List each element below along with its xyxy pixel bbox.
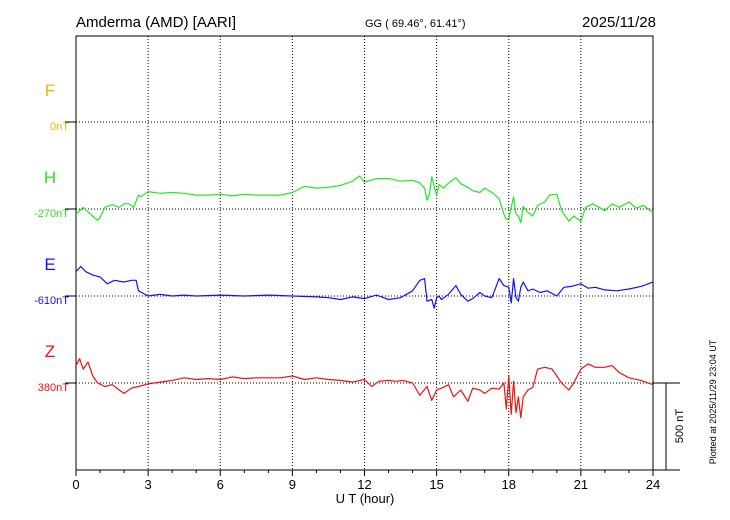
series-name-e: E — [44, 255, 55, 274]
series-baseline-f: 0nT — [50, 121, 69, 133]
x-tick-label: 21 — [574, 477, 588, 492]
coordinates-label: GG ( 69.46°, 61.41°) — [365, 18, 466, 30]
series-labels: F 0nT H -270nT E -610nT Z 380nT — [34, 81, 69, 394]
x-tick-label: 24 — [646, 477, 660, 492]
scale-bar-label: 500 nT — [674, 409, 686, 444]
series-baseline-h: -270nT — [34, 208, 69, 220]
series-baseline-e: -610nT — [34, 295, 69, 307]
x-tick-label: 12 — [357, 477, 371, 492]
x-tick-label: 18 — [502, 477, 516, 492]
date-label: 2025/11/28 — [582, 14, 656, 31]
x-tick-label: 3 — [145, 477, 152, 492]
scale-bar — [653, 382, 680, 471]
plotted-at-note: Plotted at 2025/11/29 23:04 UT — [708, 339, 718, 464]
series-name-z: Z — [45, 342, 55, 361]
trace-z — [75, 358, 654, 419]
series-name-f: F — [45, 81, 55, 100]
series-name-h: H — [44, 168, 56, 187]
series-baseline-z: 380nT — [38, 382, 69, 394]
x-tick-label: 15 — [429, 477, 443, 492]
trace-e — [75, 265, 654, 309]
trace-h — [75, 175, 654, 224]
gridlines — [65, 36, 653, 470]
x-tick-marks — [75, 470, 654, 476]
x-tick-label: 9 — [289, 477, 296, 492]
x-axis-label: U T (hour) — [336, 491, 395, 506]
x-tick-label: 0 — [72, 477, 79, 492]
x-tick-label: 6 — [217, 477, 224, 492]
station-title: Amderma (AMD) [AARI] — [76, 14, 236, 31]
x-tick-labels: 0 3 6 9 12 15 18 21 24 — [72, 477, 660, 492]
series-lines — [75, 175, 654, 419]
